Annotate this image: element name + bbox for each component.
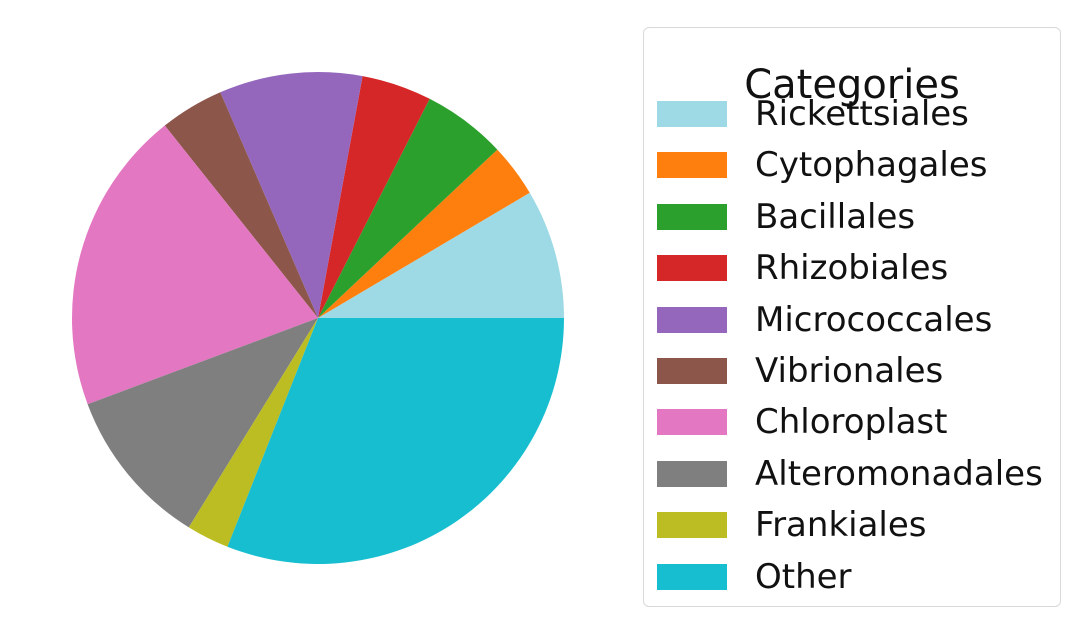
legend-swatch [657,409,727,436]
legend-swatch [657,358,727,384]
legend-swatch [657,152,727,179]
legend-item-other: Other [657,557,852,597]
legend-swatch [657,512,727,539]
pie-chart [72,71,565,564]
pie-slice-cytophagales [318,149,530,318]
legend-label: Alteromonadales [755,453,1043,494]
legend-label: Vibrionales [755,351,944,391]
legend-item-rickettsiales: Rickettsiales [657,94,969,134]
pie-slice-vibrionales [164,92,318,318]
legend-label: Rickettsiales [755,94,969,134]
legend-title: Categories [744,62,960,108]
legend-label: Frankiales [755,505,927,546]
legend-label: Rhizobiales [755,248,949,289]
legend-swatch [657,306,727,333]
legend-item-bacillales: Bacillales [657,197,915,237]
legend-item-chloroplast: Chloroplast [657,402,947,442]
legend: Categories Rickettsiales Cytophagales Baci… [643,27,1061,607]
legend-swatch [657,460,727,487]
legend-label: Micrococcales [755,299,993,340]
legend-item-alteromonadales: Alteromonadales [657,454,1043,494]
legend-swatch [657,255,727,282]
pie-slice-micrococcales [220,71,363,318]
pie-slice-rickettsiales [318,192,564,318]
legend-label: Cytophagales [755,145,988,186]
pie-slice-frankiales [188,318,318,547]
legend-label: Other [755,556,852,597]
legend-swatch [657,203,727,230]
legend-item-cytophagales: Cytophagales [657,145,987,185]
pie-slice-alteromonadales [87,318,318,528]
legend-label: Chloroplast [755,402,948,443]
legend-item-micrococcales: Micrococcales [657,300,992,340]
legend-swatch [657,563,727,590]
pie-slice-rhizobiales [318,76,430,318]
legend-swatch [657,101,727,127]
pie-slice-chloroplast [72,125,318,405]
pie-slice-bacillales [318,98,498,318]
legend-item-vibrionales: Vibrionales [657,351,943,391]
legend-item-frankiales: Frankiales [657,505,927,545]
legend-item-rhizobiales: Rhizobiales [657,248,948,288]
legend-label: Bacillales [755,196,916,237]
pie-slice-other [227,318,565,564]
